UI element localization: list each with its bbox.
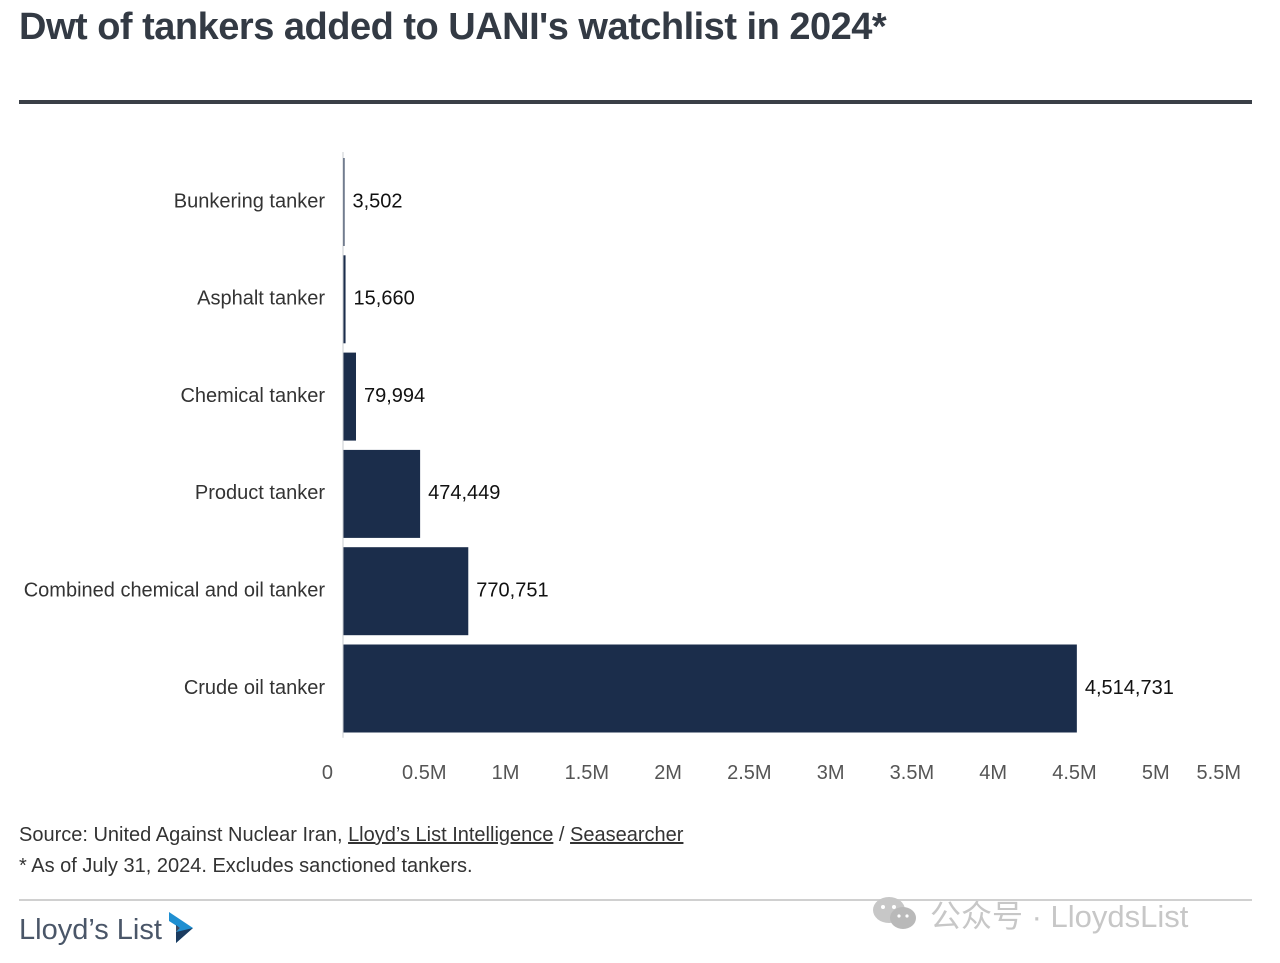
value-label: 474,449 [428,482,500,504]
x-tick-label: 5M [1142,762,1170,784]
bar [343,158,345,246]
title-divider [19,100,1252,104]
footnote: * As of July 31, 2024. Excludes sanction… [19,855,473,877]
x-tick-label: 1.5M [565,762,609,784]
chart-title: Dwt of tankers added to UANI's watchlist… [19,6,887,48]
source-separator: / [553,824,571,846]
bars [343,158,1077,733]
lloyds-list-arrow-icon [168,912,193,943]
x-axis-ticks: 0 0.5M 1M 1.5M 2M 2.5M 3M 3.5M 4M 4.5M 5M 5.5M [322,762,1241,784]
wechat-icon [873,897,916,929]
value-labels: 3,502 15,660 79,994 474,449 770,751 4,514,731 [353,190,1174,699]
x-tick-label: 1M [492,762,520,784]
bar-chart: Bunkering tanker Asphalt tanker Chemical t… [24,152,1241,784]
footer-divider [19,899,1252,901]
value-label: 3,502 [353,190,403,212]
bar [343,352,357,441]
category-label: Combined chemical and oil tanker [24,579,326,601]
x-tick-label: 4.5M [1052,762,1096,784]
x-tick-label: 3M [817,762,845,784]
x-tick-label: 2M [654,762,682,784]
source-line: Source: United Against Nuclear Iran, Llo… [19,824,683,847]
bar [343,255,346,344]
value-label: 4,514,731 [1085,677,1174,699]
x-tick-label: 5.5M [1197,762,1241,784]
brand-name: Lloyd’s List [19,913,162,946]
category-label: Bunkering tanker [174,190,326,212]
x-tick-label: 0.5M [402,762,446,784]
source-link-lloyds-list-intelligence[interactable]: Lloyd’s List Intelligence [348,824,554,846]
x-tick-label: 2.5M [727,762,771,784]
brand-logo[interactable]: Lloyd’s List [19,910,196,950]
x-tick-label: 4M [979,762,1007,784]
value-label: 79,994 [364,385,425,407]
bar [343,449,421,538]
bar [343,547,469,636]
category-label: Asphalt tanker [197,288,325,310]
watermark-text: 公众号 · LloydsList [930,898,1189,934]
value-label: 770,751 [476,579,548,601]
wechat-watermark: 公众号 · LloydsList [870,893,1189,934]
category-label: Product tanker [195,482,325,504]
bar [343,644,1077,733]
category-label: Crude oil tanker [184,677,326,699]
category-labels: Bunkering tanker Asphalt tanker Chemical t… [24,190,326,699]
value-label: 15,660 [354,288,415,310]
category-label: Chemical tanker [180,385,325,407]
source-link-seasearcher[interactable]: Seasearcher [570,824,684,846]
source-prefix: Source: United Against Nuclear Iran, [19,824,349,846]
x-tick-label: 3.5M [890,762,934,784]
x-tick-label: 0 [322,762,333,784]
